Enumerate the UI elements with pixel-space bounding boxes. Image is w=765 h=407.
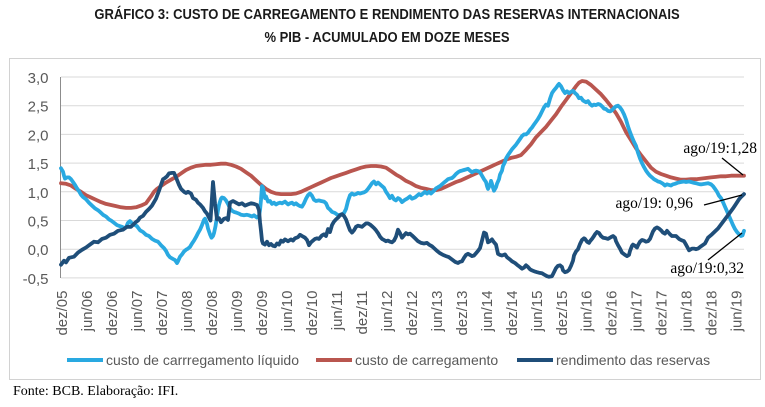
svg-text:2,5: 2,5 [28, 99, 49, 116]
svg-text:dez/12: dez/12 [404, 291, 421, 336]
svg-text:jun/14: jun/14 [479, 291, 496, 333]
svg-text:dez/06: dez/06 [104, 291, 121, 336]
svg-text:ago/19: 0,96: ago/19: 0,96 [616, 195, 694, 212]
svg-text:dez/05: dez/05 [54, 291, 71, 336]
svg-text:dez/09: dez/09 [254, 291, 271, 336]
svg-text:dez/17: dez/17 [654, 291, 671, 336]
svg-text:dez/18: dez/18 [704, 291, 721, 336]
svg-text:dez/08: dez/08 [204, 291, 221, 336]
svg-text:2,0: 2,0 [28, 127, 49, 144]
svg-text:ago/19:0,32: ago/19:0,32 [670, 260, 744, 277]
svg-text:dez/13: dez/13 [454, 291, 471, 336]
svg-text:jun/08: jun/08 [179, 291, 196, 333]
svg-text:jun/11: jun/11 [329, 291, 346, 332]
svg-text:jun/09: jun/09 [229, 291, 246, 333]
svg-text:3,0: 3,0 [28, 70, 49, 87]
svg-text:jun/13: jun/13 [429, 291, 446, 333]
svg-text:dez/07: dez/07 [154, 291, 171, 336]
svg-text:jun/16: jun/16 [579, 291, 596, 333]
svg-text:jun/15: jun/15 [529, 291, 546, 333]
svg-text:jun/10: jun/10 [279, 291, 296, 333]
svg-text:jun/06: jun/06 [79, 291, 96, 333]
svg-text:dez/15: dez/15 [554, 291, 571, 336]
svg-text:0,5: 0,5 [28, 214, 49, 231]
svg-text:dez/10: dez/10 [304, 291, 321, 336]
svg-text:dez/11: dez/11 [354, 291, 371, 335]
svg-text:-0,5: -0,5 [23, 271, 49, 288]
svg-text:rendimento das reservas: rendimento das reservas [556, 352, 710, 368]
svg-text:dez/14: dez/14 [504, 291, 521, 336]
svg-text:jun/07: jun/07 [129, 291, 146, 333]
svg-text:custo de carregamento: custo de carregamento [355, 352, 498, 368]
svg-text:custo de carrregamento líquido: custo de carrregamento líquido [106, 352, 299, 368]
svg-text:jun/12: jun/12 [379, 291, 396, 333]
svg-text:1,0: 1,0 [28, 185, 49, 202]
svg-text:jun/18: jun/18 [679, 291, 696, 333]
svg-text:ago/19:1,28: ago/19:1,28 [683, 140, 757, 157]
svg-text:jun/19: jun/19 [729, 291, 746, 333]
svg-text:dez/16: dez/16 [604, 291, 621, 336]
svg-text:0,0: 0,0 [28, 242, 49, 259]
svg-text:1,5: 1,5 [28, 156, 49, 173]
svg-text:jun/17: jun/17 [629, 291, 646, 333]
